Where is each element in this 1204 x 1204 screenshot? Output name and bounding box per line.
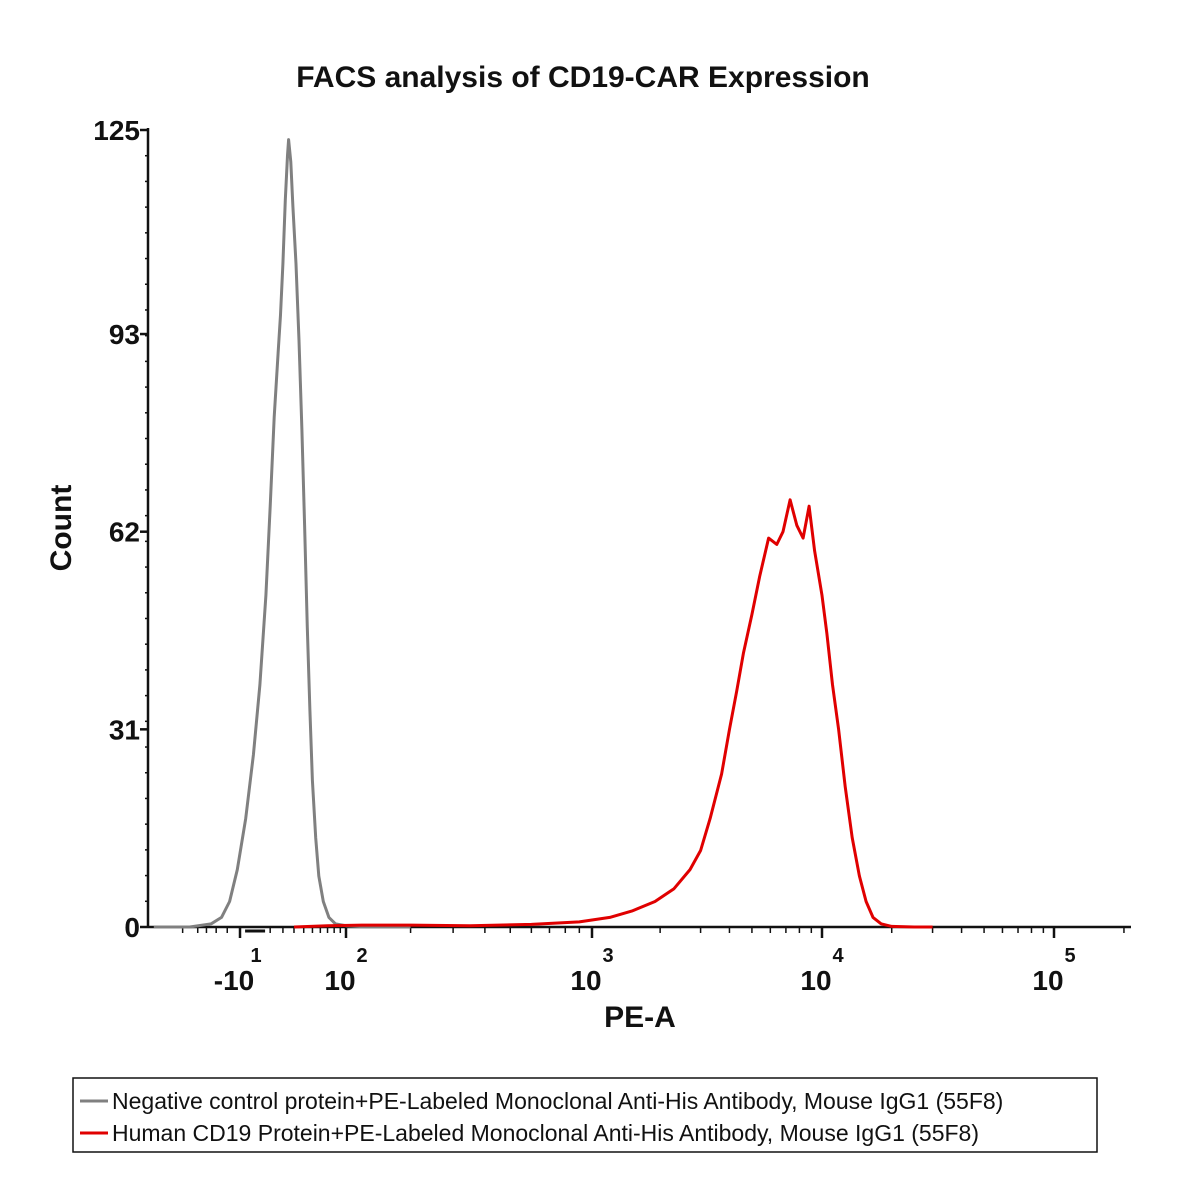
x-axis-label: PE-A [604, 1001, 676, 1034]
x-tick-label-base: -10 [214, 965, 254, 996]
x-tick-label-exponent: 4 [832, 945, 844, 967]
chart-title: FACS analysis of CD19-CAR Expression [296, 61, 870, 94]
y-tick-label: 93 [109, 319, 140, 350]
y-tick-label: 125 [93, 115, 140, 146]
legend-box [72, 1077, 1098, 1153]
series-layer [153, 138, 933, 929]
legend-label-2: Human CD19 Protein+PE-Labeled Monoclonal… [112, 1120, 979, 1146]
y-tick-label: 31 [109, 714, 140, 745]
x-tick-label-base: 10 [570, 965, 601, 996]
x-tick-label-base: 10 [800, 965, 831, 996]
series-line-2 [293, 498, 933, 929]
x-tick-label-base: 10 [324, 965, 355, 996]
y-tick-label: 62 [109, 517, 140, 548]
y-axis-label: Count [45, 485, 78, 572]
y-axis: 0 31 62 93 125 [93, 115, 150, 943]
y-tick-label: 0 [124, 912, 140, 943]
x-tick-label-exponent: 3 [602, 945, 613, 967]
legend: Negative control protein+PE-Labeled Mono… [72, 1077, 1098, 1153]
legend-label-1: Negative control protein+PE-Labeled Mono… [112, 1088, 1003, 1114]
x-tick-label-base: 10 [1032, 965, 1063, 996]
series-line-1 [153, 138, 411, 929]
x-tick-label-exponent: 1 [250, 945, 261, 967]
x-tick-label-exponent: 2 [356, 945, 367, 967]
x-tick-label-exponent: 5 [1064, 945, 1075, 967]
